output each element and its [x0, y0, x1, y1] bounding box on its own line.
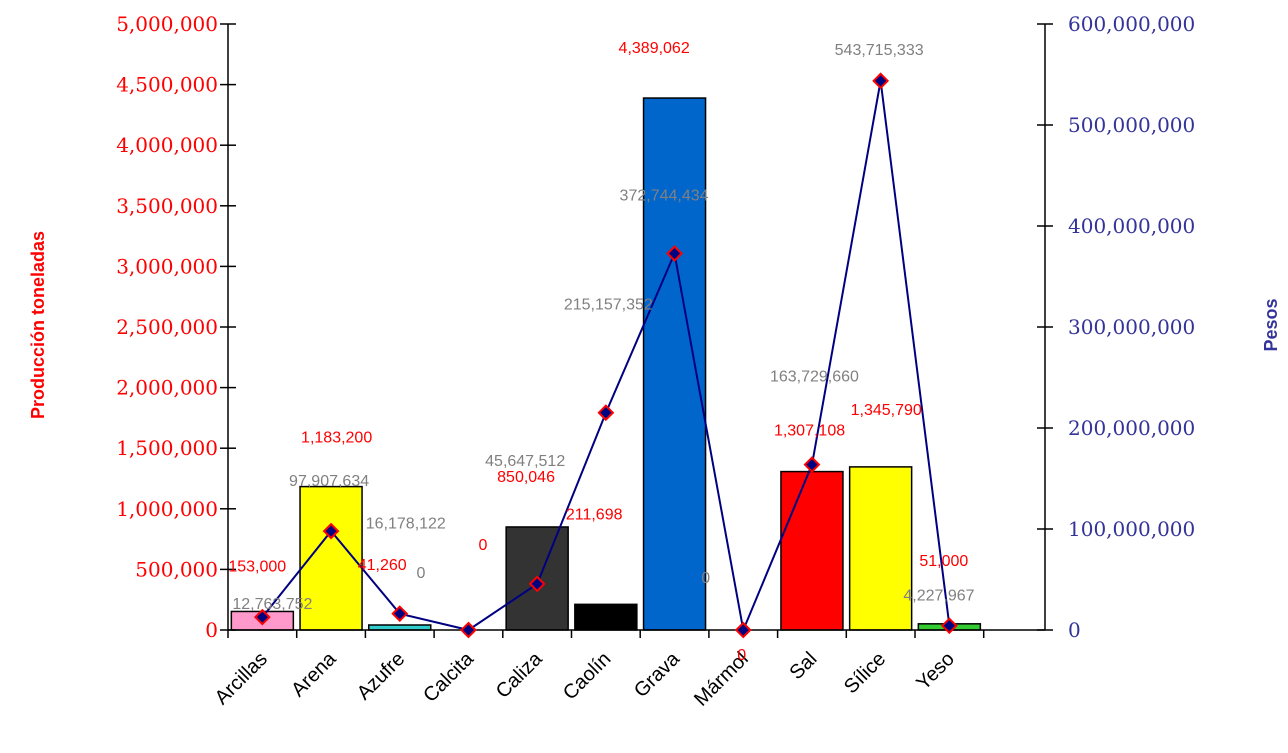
y2-tick-label: 100,000,000	[1068, 517, 1195, 541]
x-tick-label: Caliza	[492, 647, 547, 702]
line-marker-7	[666, 245, 683, 262]
line-value-label: 543,715,333	[835, 42, 924, 59]
y-tick-label: 2,000,000	[116, 376, 218, 400]
y-tick-label: 2,500,000	[116, 315, 218, 339]
y2-tick-label: 400,000,000	[1068, 214, 1195, 238]
x-tick-label: Arcillas	[211, 648, 272, 709]
data-labels-group: 153,000 1,183,200 41,260 0 850,046 211,698 4,3…	[228, 40, 974, 664]
line-marker-6	[597, 404, 615, 422]
line-value-label: 215,157,352	[564, 297, 653, 314]
bar-9	[780, 470, 844, 631]
bar-value-label: 211,698	[566, 506, 623, 523]
line-marker-8	[734, 621, 752, 639]
y-tick-label: 4,500,000	[116, 73, 218, 97]
line-marker-11	[940, 617, 958, 635]
y2-tick-label: 500,000,000	[1068, 113, 1195, 137]
line-value-label: 0	[416, 565, 425, 582]
line-value-label: 12,763,752	[232, 596, 312, 613]
y-tick-label: 1,000,000	[116, 497, 218, 521]
bar-value-label: 1,345,790	[851, 402, 922, 419]
y2-tick-label: 200,000,000	[1068, 416, 1195, 440]
y-axis-title: Producción toneladas	[28, 231, 48, 419]
line-value-label: 4,227,967	[903, 588, 974, 605]
y2-axis-title: Pesos	[1261, 298, 1281, 351]
line-value-label: 16,178,122	[366, 516, 446, 533]
bar-value-label: 0	[478, 537, 487, 554]
line-marker-5	[528, 575, 546, 593]
line-value-label: 97,907,634	[289, 473, 369, 490]
bar-value-label: 41,260	[358, 557, 407, 574]
y-tick-label: 5,000,000	[116, 12, 218, 36]
x-tick-label: Grava	[630, 647, 685, 702]
bars-group	[230, 97, 982, 631]
y-tick-label: 3,500,000	[116, 194, 218, 218]
x-tick-label: Yeso	[912, 648, 958, 694]
line-marker-9	[803, 456, 821, 474]
line-value-label: 45,647,512	[485, 453, 565, 470]
line-marker-2	[322, 522, 340, 540]
bar-value-label: 0	[737, 647, 746, 664]
line-marker-10	[872, 72, 890, 90]
x-tick-label: Azufre	[353, 648, 409, 704]
line-value-label: 163,729,660	[770, 369, 859, 386]
x-tick-label: Sal	[785, 648, 821, 684]
bar-value-label: 850,046	[497, 469, 555, 486]
bar-value-label: 1,183,200	[301, 430, 372, 447]
line-series-path	[261, 80, 951, 634]
bar-value-label: 4,389,062	[619, 40, 690, 57]
y-tick-label: 3,000,000	[116, 254, 218, 278]
bar-value-label: 153,000	[228, 558, 286, 575]
x-tick-label: Calcita	[419, 647, 478, 706]
x-tick-label: Caolín	[559, 648, 615, 704]
y2-tick-label: 300,000,000	[1068, 315, 1195, 339]
line-series-group	[253, 72, 958, 639]
bar-10	[848, 466, 913, 631]
y-tick-label: 4,000,000	[116, 133, 218, 157]
y-tick-label: 0	[205, 618, 218, 642]
x-tick-label: Sílice	[840, 648, 890, 698]
bar-value-label: 51,000	[919, 553, 968, 570]
line-marker-1	[253, 608, 271, 626]
bar-7	[642, 97, 707, 631]
x-tick-label: Arena	[287, 647, 341, 701]
line-marker-4	[460, 621, 477, 639]
y-tick-label: 1,500,000	[116, 436, 218, 460]
bar-value-label: 1,307,108	[774, 423, 845, 440]
y2-tick-label: 600,000,000	[1068, 12, 1195, 36]
line-value-label: 0	[701, 570, 710, 587]
line-marker-3	[391, 605, 409, 623]
y2-tick-label: 0	[1068, 618, 1081, 642]
line-value-label: 372,744,434	[620, 188, 709, 205]
bar-3	[368, 624, 432, 631]
bar-6	[574, 603, 638, 631]
y-tick-label: 500,000	[135, 557, 218, 581]
